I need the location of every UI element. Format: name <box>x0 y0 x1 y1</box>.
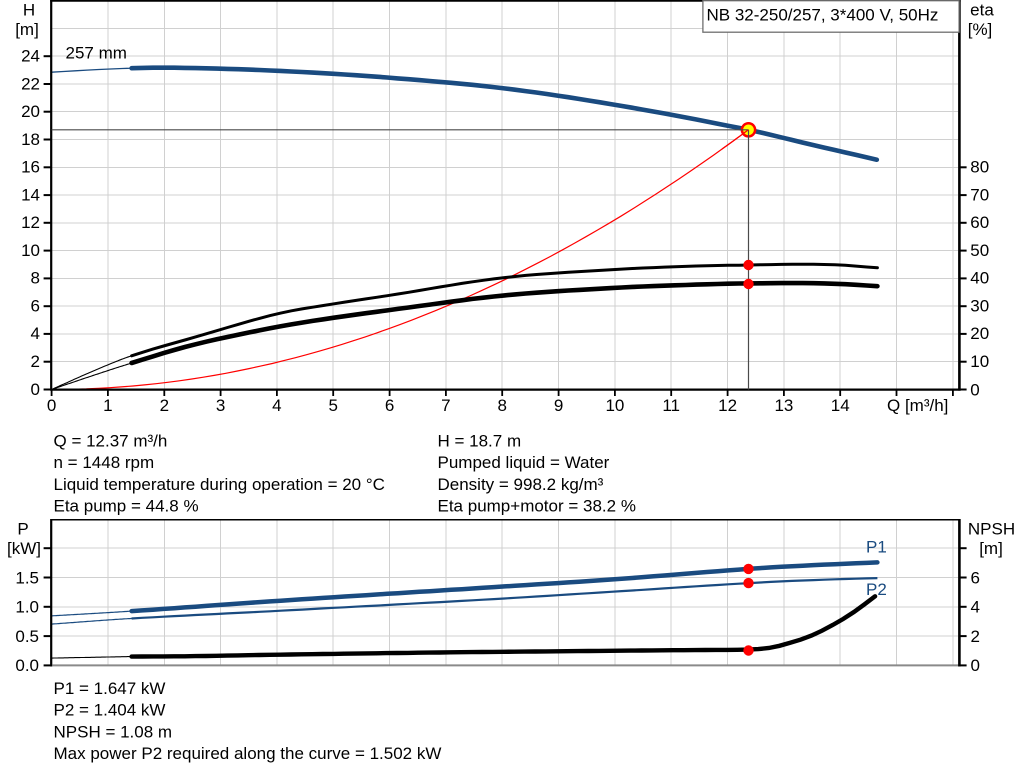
svg-text:Q = 12.37 m³/h: Q = 12.37 m³/h <box>54 432 168 451</box>
svg-text:NPSH: NPSH <box>968 520 1015 539</box>
svg-text:n = 1448 rpm: n = 1448 rpm <box>54 453 155 472</box>
svg-text:30: 30 <box>970 297 989 316</box>
svg-text:10: 10 <box>605 396 624 415</box>
svg-text:P2: P2 <box>866 580 887 599</box>
svg-text:NB 32-250/257, 3*400 V, 50Hz: NB 32-250/257, 3*400 V, 50Hz <box>707 5 939 24</box>
svg-text:4: 4 <box>31 324 40 343</box>
svg-text:4: 4 <box>971 598 980 617</box>
svg-text:70: 70 <box>970 185 989 204</box>
svg-text:Eta pump = 44.8 %: Eta pump = 44.8 % <box>54 497 199 516</box>
svg-text:0: 0 <box>970 380 979 399</box>
svg-text:22: 22 <box>21 74 40 93</box>
svg-text:5: 5 <box>328 396 337 415</box>
svg-text:6: 6 <box>385 396 394 415</box>
svg-text:eta: eta <box>970 0 994 19</box>
svg-text:H: H <box>23 0 35 19</box>
svg-text:13: 13 <box>774 396 793 415</box>
svg-text:60: 60 <box>970 213 989 232</box>
svg-text:6: 6 <box>31 297 40 316</box>
svg-text:6: 6 <box>971 568 980 587</box>
svg-text:14: 14 <box>831 396 850 415</box>
svg-text:P2 = 1.404 kW: P2 = 1.404 kW <box>54 701 166 720</box>
svg-text:0: 0 <box>31 380 40 399</box>
svg-text:1.5: 1.5 <box>15 568 39 587</box>
svg-text:[m]: [m] <box>15 20 39 39</box>
svg-text:1.0: 1.0 <box>15 598 39 617</box>
svg-text:16: 16 <box>21 158 40 177</box>
svg-text:P1 = 1.647 kW: P1 = 1.647 kW <box>54 679 166 698</box>
svg-text:Density = 998.2 kg/m³: Density = 998.2 kg/m³ <box>438 475 604 494</box>
svg-text:10: 10 <box>970 352 989 371</box>
svg-text:50: 50 <box>970 241 989 260</box>
svg-text:4: 4 <box>272 396 281 415</box>
svg-text:Eta pump+motor = 38.2 %: Eta pump+motor = 38.2 % <box>438 497 636 516</box>
svg-text:Max power P2 required along th: Max power P2 required along the curve = … <box>54 744 442 763</box>
svg-text:H = 18.7 m: H = 18.7 m <box>438 432 522 451</box>
svg-text:20: 20 <box>970 324 989 343</box>
svg-text:2: 2 <box>971 627 980 646</box>
svg-text:NPSH = 1.08 m: NPSH = 1.08 m <box>54 722 173 741</box>
svg-text:P: P <box>17 520 28 539</box>
svg-text:9: 9 <box>554 396 563 415</box>
svg-text:14: 14 <box>21 185 40 204</box>
svg-text:2: 2 <box>31 352 40 371</box>
svg-text:40: 40 <box>970 269 989 288</box>
svg-text:Liquid temperature during oper: Liquid temperature during operation = 20… <box>54 475 385 494</box>
svg-text:0.0: 0.0 <box>15 656 39 675</box>
svg-text:10: 10 <box>21 241 40 260</box>
svg-text:[%]: [%] <box>968 20 993 39</box>
svg-text:12: 12 <box>718 396 737 415</box>
svg-text:7: 7 <box>441 396 450 415</box>
svg-text:8: 8 <box>497 396 506 415</box>
svg-text:12: 12 <box>21 213 40 232</box>
svg-text:0.5: 0.5 <box>15 627 39 646</box>
svg-text:18: 18 <box>21 130 40 149</box>
svg-text:24: 24 <box>21 47 40 66</box>
svg-text:2: 2 <box>160 396 169 415</box>
svg-text:Pumped liquid = Water: Pumped liquid = Water <box>438 453 610 472</box>
svg-text:1: 1 <box>103 396 112 415</box>
svg-text:20: 20 <box>21 102 40 121</box>
svg-text:11: 11 <box>662 396 680 415</box>
svg-text:P1: P1 <box>866 538 887 557</box>
svg-text:0: 0 <box>47 396 56 415</box>
svg-text:Q [m³/h]: Q [m³/h] <box>887 396 948 415</box>
svg-text:8: 8 <box>31 269 40 288</box>
svg-text:80: 80 <box>970 158 989 177</box>
svg-text:3: 3 <box>216 396 225 415</box>
svg-text:[m]: [m] <box>979 539 1003 558</box>
svg-text:0: 0 <box>971 656 980 675</box>
svg-text:257 mm: 257 mm <box>66 44 127 63</box>
svg-text:[kW]: [kW] <box>7 539 41 558</box>
